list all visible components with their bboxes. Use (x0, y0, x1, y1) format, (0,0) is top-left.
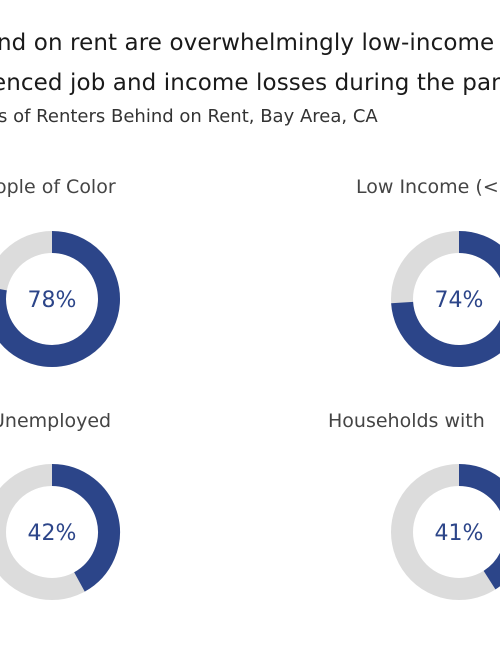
donut-people-of-color: 78% (0, 231, 120, 367)
donut-households-with: 41% (391, 464, 500, 600)
donut-percent-label-households-with: 41% (435, 521, 484, 546)
donut-label-people-of-color: ople of Color (0, 176, 116, 198)
donut-percent-label-unemployed: 42% (28, 521, 77, 546)
donut-label-households-with: Households with (328, 410, 485, 432)
donut-percent-label-people-of-color: 78% (28, 288, 77, 313)
donut-value-arc-low-income (391, 231, 500, 367)
donut-value-arc-people-of-color (0, 231, 120, 367)
chart-subtitle: s of Renters Behind on Rent, Bay Area, C… (0, 106, 378, 127)
chart-title-line-1: nd on rent are overwhelmingly low-income (0, 30, 495, 56)
donut-low-income: 74% (391, 231, 500, 367)
donut-percent-label-low-income: 74% (435, 288, 484, 313)
donut-value-arc-unemployed (51, 464, 120, 592)
donut-value-arc-households-with (458, 464, 500, 590)
chart-title-line-2: enced job and income losses during the p… (0, 70, 500, 96)
donut-label-unemployed: Unemployed (0, 410, 112, 432)
donut-unemployed: 42% (0, 464, 120, 600)
donut-label-low-income: Low Income (< (356, 176, 499, 198)
